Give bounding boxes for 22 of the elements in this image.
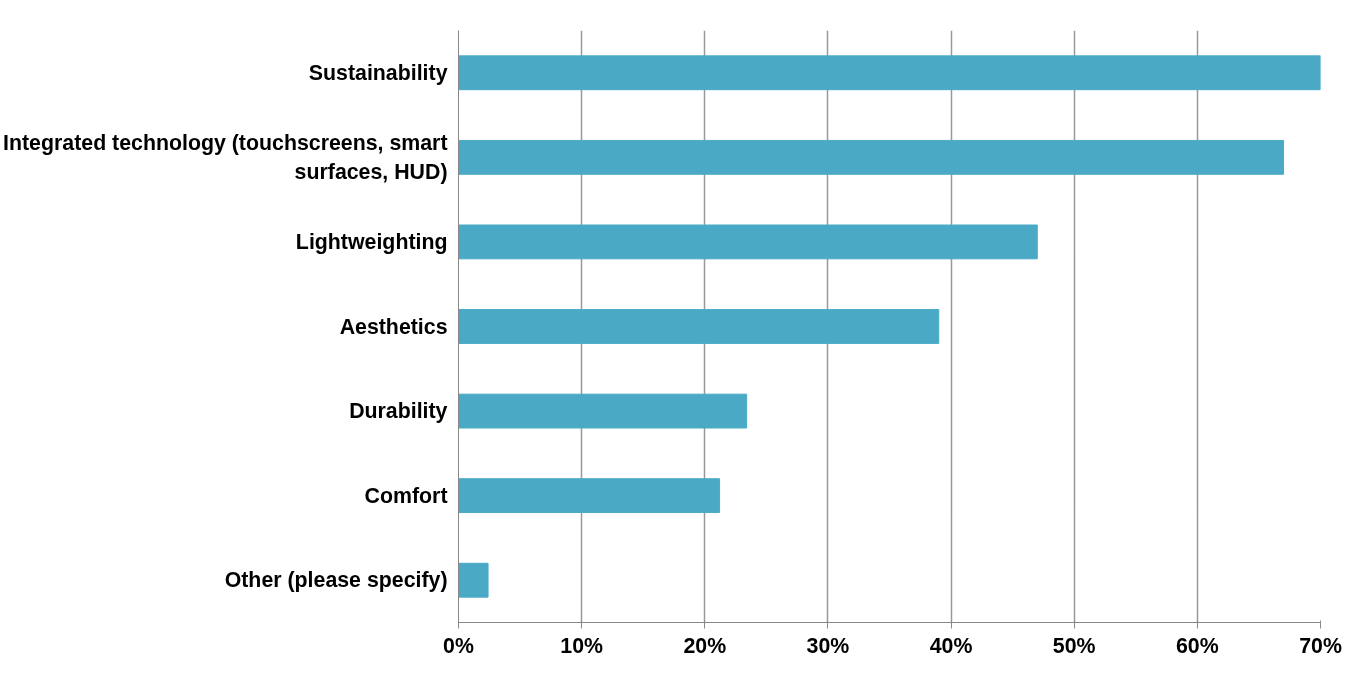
y-tick-label: Comfort	[364, 483, 448, 508]
y-tick-label: Lightweighting	[295, 229, 448, 254]
x-tick-label: 40%	[929, 633, 973, 658]
x-tick-label: 70%	[1299, 633, 1342, 658]
x-tick-label: 60%	[1176, 633, 1219, 658]
bar	[458, 309, 940, 344]
x-tick-label: 10%	[560, 633, 604, 658]
x-tick-label: 20%	[683, 633, 727, 658]
bar	[458, 139, 1285, 175]
bar	[458, 562, 489, 598]
x-tick-label: 0%	[443, 633, 474, 658]
bar	[458, 478, 721, 514]
x-tick-label: 50%	[1052, 633, 1096, 658]
bar	[458, 393, 748, 429]
y-tick-label: Other (please specify)	[224, 568, 448, 593]
y-tick-label: Aesthetics	[339, 314, 448, 339]
x-tick-label: 30%	[806, 633, 850, 658]
bar	[458, 55, 1321, 91]
y-tick-label: Sustainability	[308, 60, 448, 85]
y-tick-label: Durability	[349, 399, 448, 424]
y-tick-label: Integrated technology (touchscreens, smart surfaces, HUD)	[3, 130, 448, 184]
bar	[458, 224, 1038, 260]
